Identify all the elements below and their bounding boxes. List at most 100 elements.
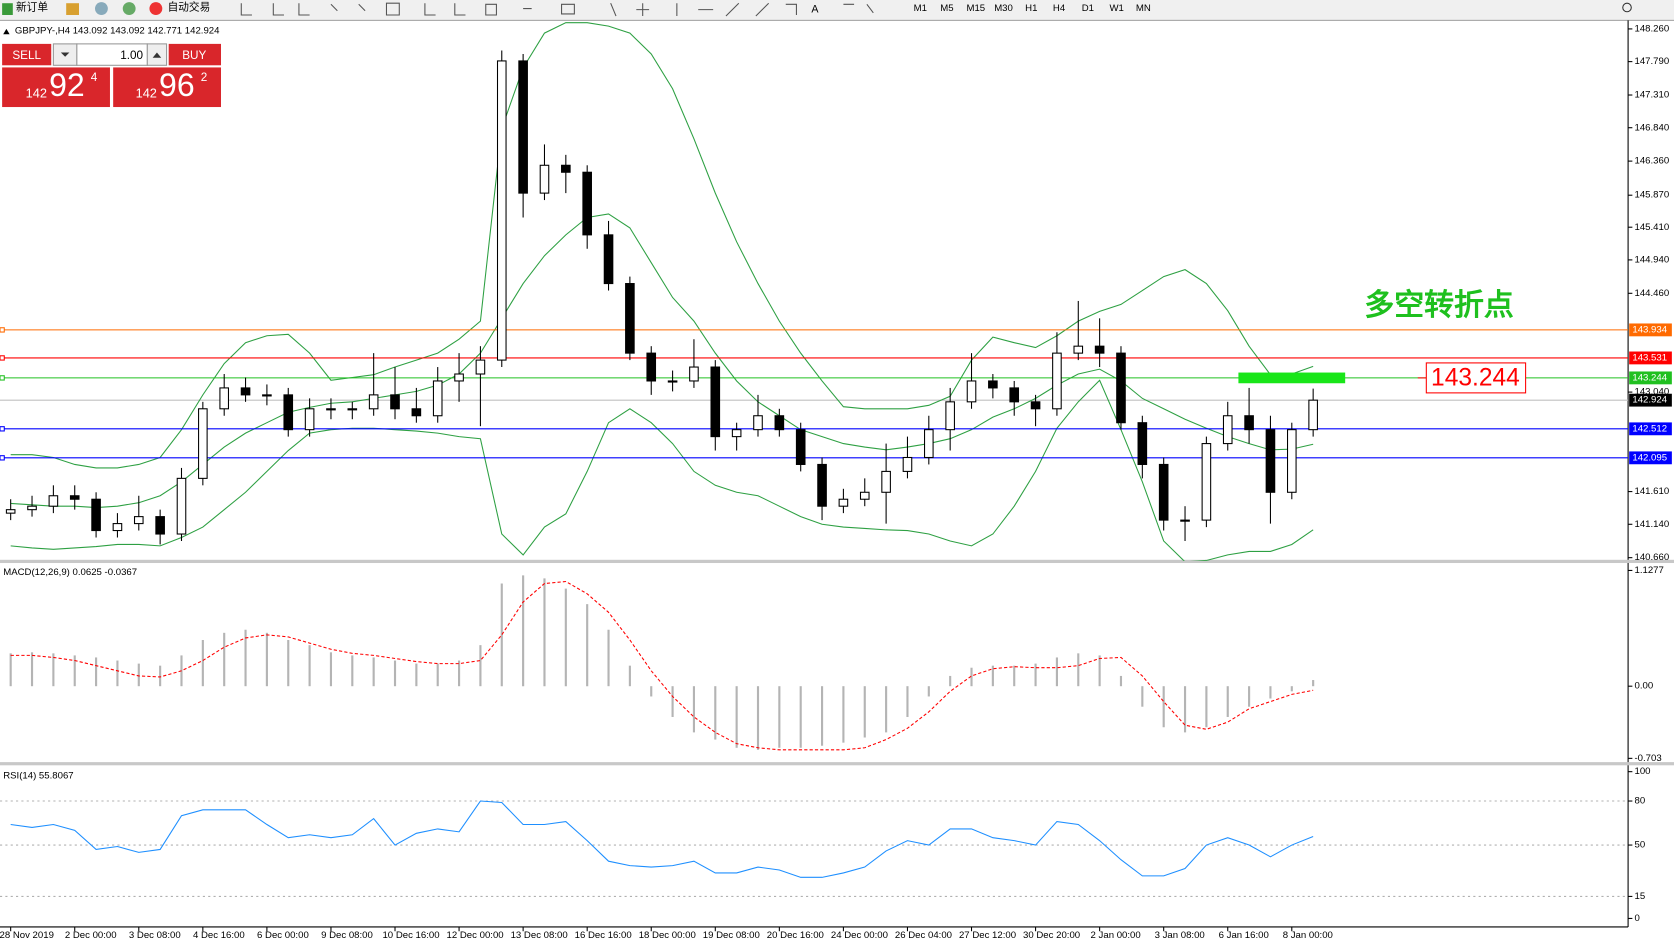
icon[interactable] xyxy=(122,2,136,15)
x-tick-label: 3 Dec 08:00 xyxy=(129,930,181,941)
y-tick-label: 146.840 xyxy=(1634,122,1669,133)
y-tick-label: 145.410 xyxy=(1634,222,1669,233)
timeframe-button[interactable]: D1 xyxy=(1082,3,1094,14)
x-tick-label: 6 Jan 16:00 xyxy=(1219,930,1269,941)
candle-body xyxy=(112,523,123,532)
sell-price-main: 92 xyxy=(49,67,85,103)
candle-body xyxy=(1009,387,1020,403)
bollinger-middle xyxy=(10,213,1314,509)
buy-label[interactable]: BUY xyxy=(182,49,206,62)
level-handle xyxy=(0,426,5,432)
x-tick-label: 9 Dec 08:00 xyxy=(321,930,373,941)
candle-body xyxy=(582,171,592,236)
bollinger-lower xyxy=(10,379,1314,561)
y-tick-label: 143.040 xyxy=(1634,387,1669,398)
dropdown-arrow xyxy=(60,52,70,57)
auto-trading-icon[interactable] xyxy=(149,2,163,15)
x-tick-label: 2 Jan 00:00 xyxy=(1091,930,1141,941)
level-label-bg xyxy=(1629,371,1672,385)
candle-body xyxy=(1094,345,1105,354)
candle-body xyxy=(988,380,998,389)
y-tick-label: 0 xyxy=(1634,913,1639,924)
timeframe-button[interactable]: M15 xyxy=(966,3,985,14)
title-arrow xyxy=(3,28,10,35)
timeframe-button[interactable]: H4 xyxy=(1053,3,1066,14)
timeframe-button[interactable]: M5 xyxy=(940,3,953,14)
candle-body xyxy=(710,366,721,438)
level-label-bg xyxy=(1629,323,1672,337)
spinner-arrow xyxy=(152,52,162,58)
candle-body xyxy=(1073,345,1084,354)
buy-price-box[interactable] xyxy=(113,67,221,108)
x-tick-label: 4 Dec 16:00 xyxy=(193,930,245,941)
x-tick-label: 26 Dec 04:00 xyxy=(895,930,952,941)
chart-area xyxy=(0,19,1674,928)
icon[interactable] xyxy=(95,2,108,15)
y-tick-label: 100 xyxy=(1634,766,1650,777)
candle-body xyxy=(667,380,678,383)
candle-body xyxy=(1244,415,1254,431)
candle-body xyxy=(432,380,443,417)
lot-value[interactable]: 1.00 xyxy=(120,49,143,62)
candle-body xyxy=(283,394,294,431)
timeframe-button[interactable]: H1 xyxy=(1025,3,1037,14)
candle-body xyxy=(902,456,913,472)
level-label-bg xyxy=(1629,451,1672,465)
x-tick-label: 20 Dec 16:00 xyxy=(767,930,824,941)
candle-body xyxy=(133,516,144,525)
x-tick-label: 24 Dec 00:00 xyxy=(831,930,888,941)
x-tick-label: 18 Dec 00:00 xyxy=(639,930,696,941)
y-tick-label: 80 xyxy=(1634,796,1645,807)
candle-body xyxy=(1308,399,1318,431)
sell-button[interactable] xyxy=(2,43,52,66)
candle-body xyxy=(603,234,614,285)
sell-price-box[interactable] xyxy=(2,67,110,108)
candle-body xyxy=(881,470,891,493)
timeframe-button[interactable]: W1 xyxy=(1110,3,1124,14)
candle-body xyxy=(1158,463,1169,521)
level-handle xyxy=(0,355,5,361)
y-tick-label: 0.00 xyxy=(1634,681,1653,692)
x-tick-label: 13 Dec 08:00 xyxy=(511,930,568,941)
y-tick-label: 146.360 xyxy=(1634,156,1669,167)
candle-body xyxy=(219,387,230,410)
icon[interactable] xyxy=(66,3,80,15)
level-handle xyxy=(0,455,5,461)
candle-body xyxy=(539,164,550,194)
candle-body xyxy=(838,498,849,507)
timeframes: M1 M5 M15 M30 H1 H4 D1 W1 MN xyxy=(914,3,1151,14)
timeframe-button[interactable]: MN xyxy=(1136,3,1151,14)
panel-title: GBPJPY-,H4 143.092 143.092 142.771 142.9… xyxy=(15,26,220,37)
candle-body xyxy=(1286,429,1297,493)
candle-body xyxy=(496,60,507,361)
candle-body xyxy=(5,509,16,514)
auto-trading-button[interactable]: 自动交易 xyxy=(168,0,211,13)
level-label: 142.512 xyxy=(1632,423,1667,434)
level-label: 143.244 xyxy=(1632,372,1667,383)
search-icon[interactable] xyxy=(1622,2,1632,13)
rsi-line xyxy=(10,800,1314,878)
sell-label[interactable]: SELL xyxy=(12,49,41,62)
timeframe-button[interactable]: M1 xyxy=(914,3,927,14)
x-tick-label: 10 Dec 16:00 xyxy=(382,930,439,941)
y-tick-label: 148.260 xyxy=(1634,23,1669,34)
candle-body xyxy=(454,373,464,382)
candle-body xyxy=(198,408,208,479)
candle-body xyxy=(1030,401,1041,410)
candle-body xyxy=(1265,429,1276,493)
text-tool[interactable]: A xyxy=(811,3,819,15)
level-label: 143.934 xyxy=(1632,324,1667,335)
x-tick-label: 8 Jan 00:00 xyxy=(1283,930,1333,941)
timeframe-button[interactable]: M30 xyxy=(994,3,1013,14)
candle-body xyxy=(1137,422,1148,465)
level-handle xyxy=(0,375,5,381)
candle-body xyxy=(304,408,315,431)
new-order-button[interactable]: 新订单 xyxy=(16,0,48,13)
x-tick-label: 16 Dec 16:00 xyxy=(575,930,632,941)
new-order-icon[interactable] xyxy=(2,3,13,15)
bollinger-upper xyxy=(10,22,1314,469)
buy-button[interactable] xyxy=(168,43,221,66)
level-label-bg xyxy=(1629,422,1672,436)
